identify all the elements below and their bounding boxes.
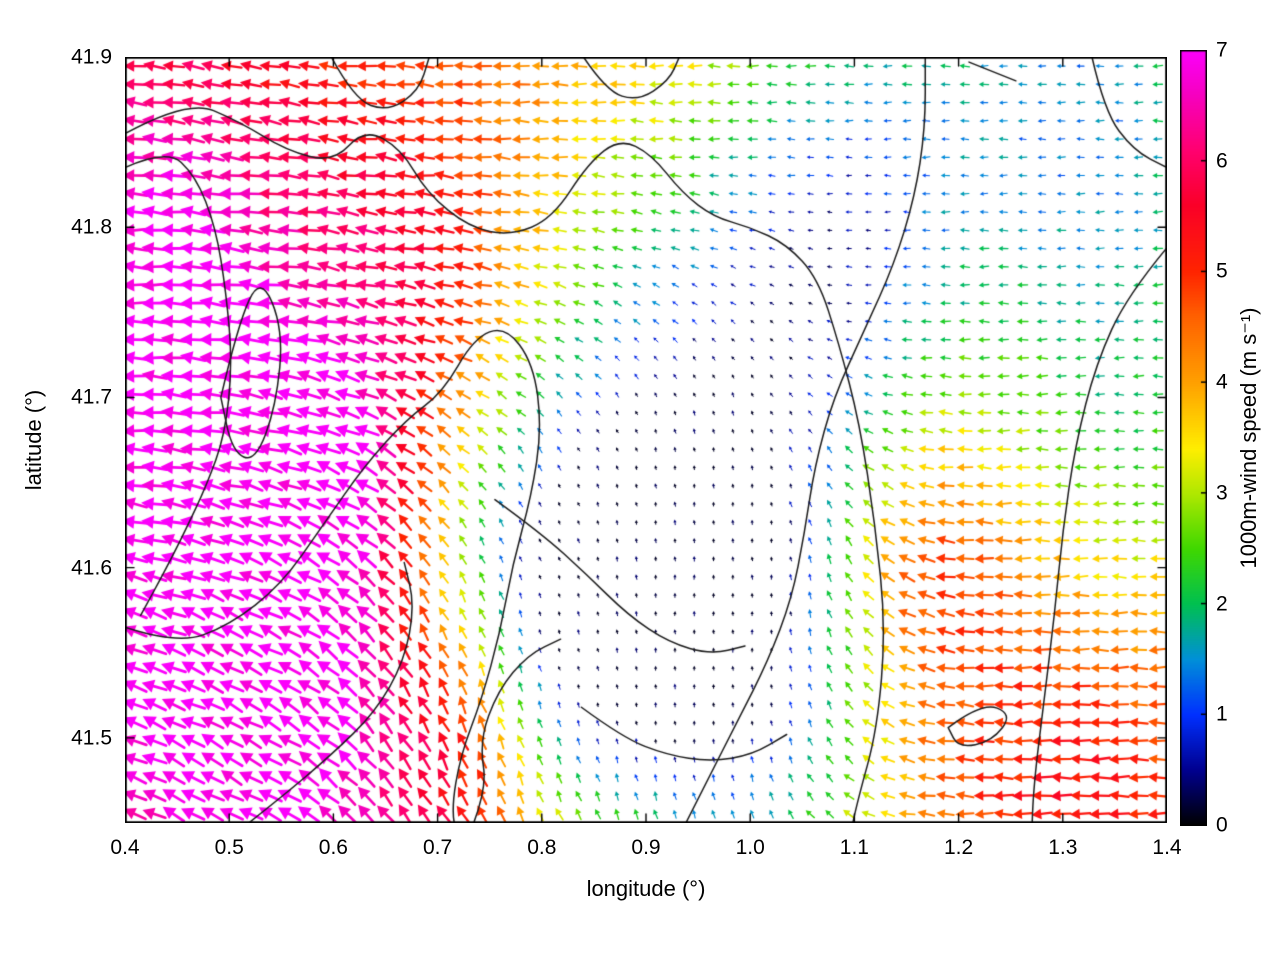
y-axis-label: latitude (°) <box>21 389 46 491</box>
colorbar-tick-label: 3 <box>1216 481 1228 505</box>
colorbar-label: 1000m-wind speed (m s⁻¹) <box>1236 307 1261 569</box>
x-tick-label: 1.2 <box>943 836 974 859</box>
y-tick-label: 41.9 <box>71 45 112 69</box>
colorbar-tick-label: 0 <box>1216 813 1228 837</box>
x-tick-label: 0.9 <box>631 836 661 859</box>
wind-quiver-plot-canvas <box>125 57 1167 823</box>
x-axis-label: longitude (°) <box>586 876 706 901</box>
colorbar-tick-label: 2 <box>1216 592 1228 616</box>
x-tick-label: 0.8 <box>527 836 557 859</box>
x-tick-label: 0.4 <box>110 836 140 859</box>
colorbar-tick-label: 5 <box>1216 259 1228 283</box>
colorbar-tick-label: 7 <box>1216 38 1228 62</box>
x-tick-label: 0.6 <box>318 836 348 859</box>
x-tick-label: 0.7 <box>422 836 453 859</box>
colorbar-tick-label: 6 <box>1216 149 1228 173</box>
y-tick-label: 41.5 <box>71 726 112 750</box>
colorbar-tick-label: 1 <box>1216 702 1228 726</box>
colorbar-tick-label: 4 <box>1216 370 1228 394</box>
x-tick-label: 1.1 <box>839 836 869 859</box>
x-tick-label: 1.0 <box>735 836 765 859</box>
x-tick-label: 0.5 <box>214 836 244 859</box>
x-tick-label: 1.3 <box>1048 836 1078 859</box>
y-tick-label: 41.7 <box>71 385 112 409</box>
x-tick-label: 1.4 <box>1152 836 1182 859</box>
colorbar-canvas <box>1180 50 1207 826</box>
y-tick-label: 41.8 <box>71 215 112 239</box>
y-tick-label: 41.6 <box>71 556 112 580</box>
